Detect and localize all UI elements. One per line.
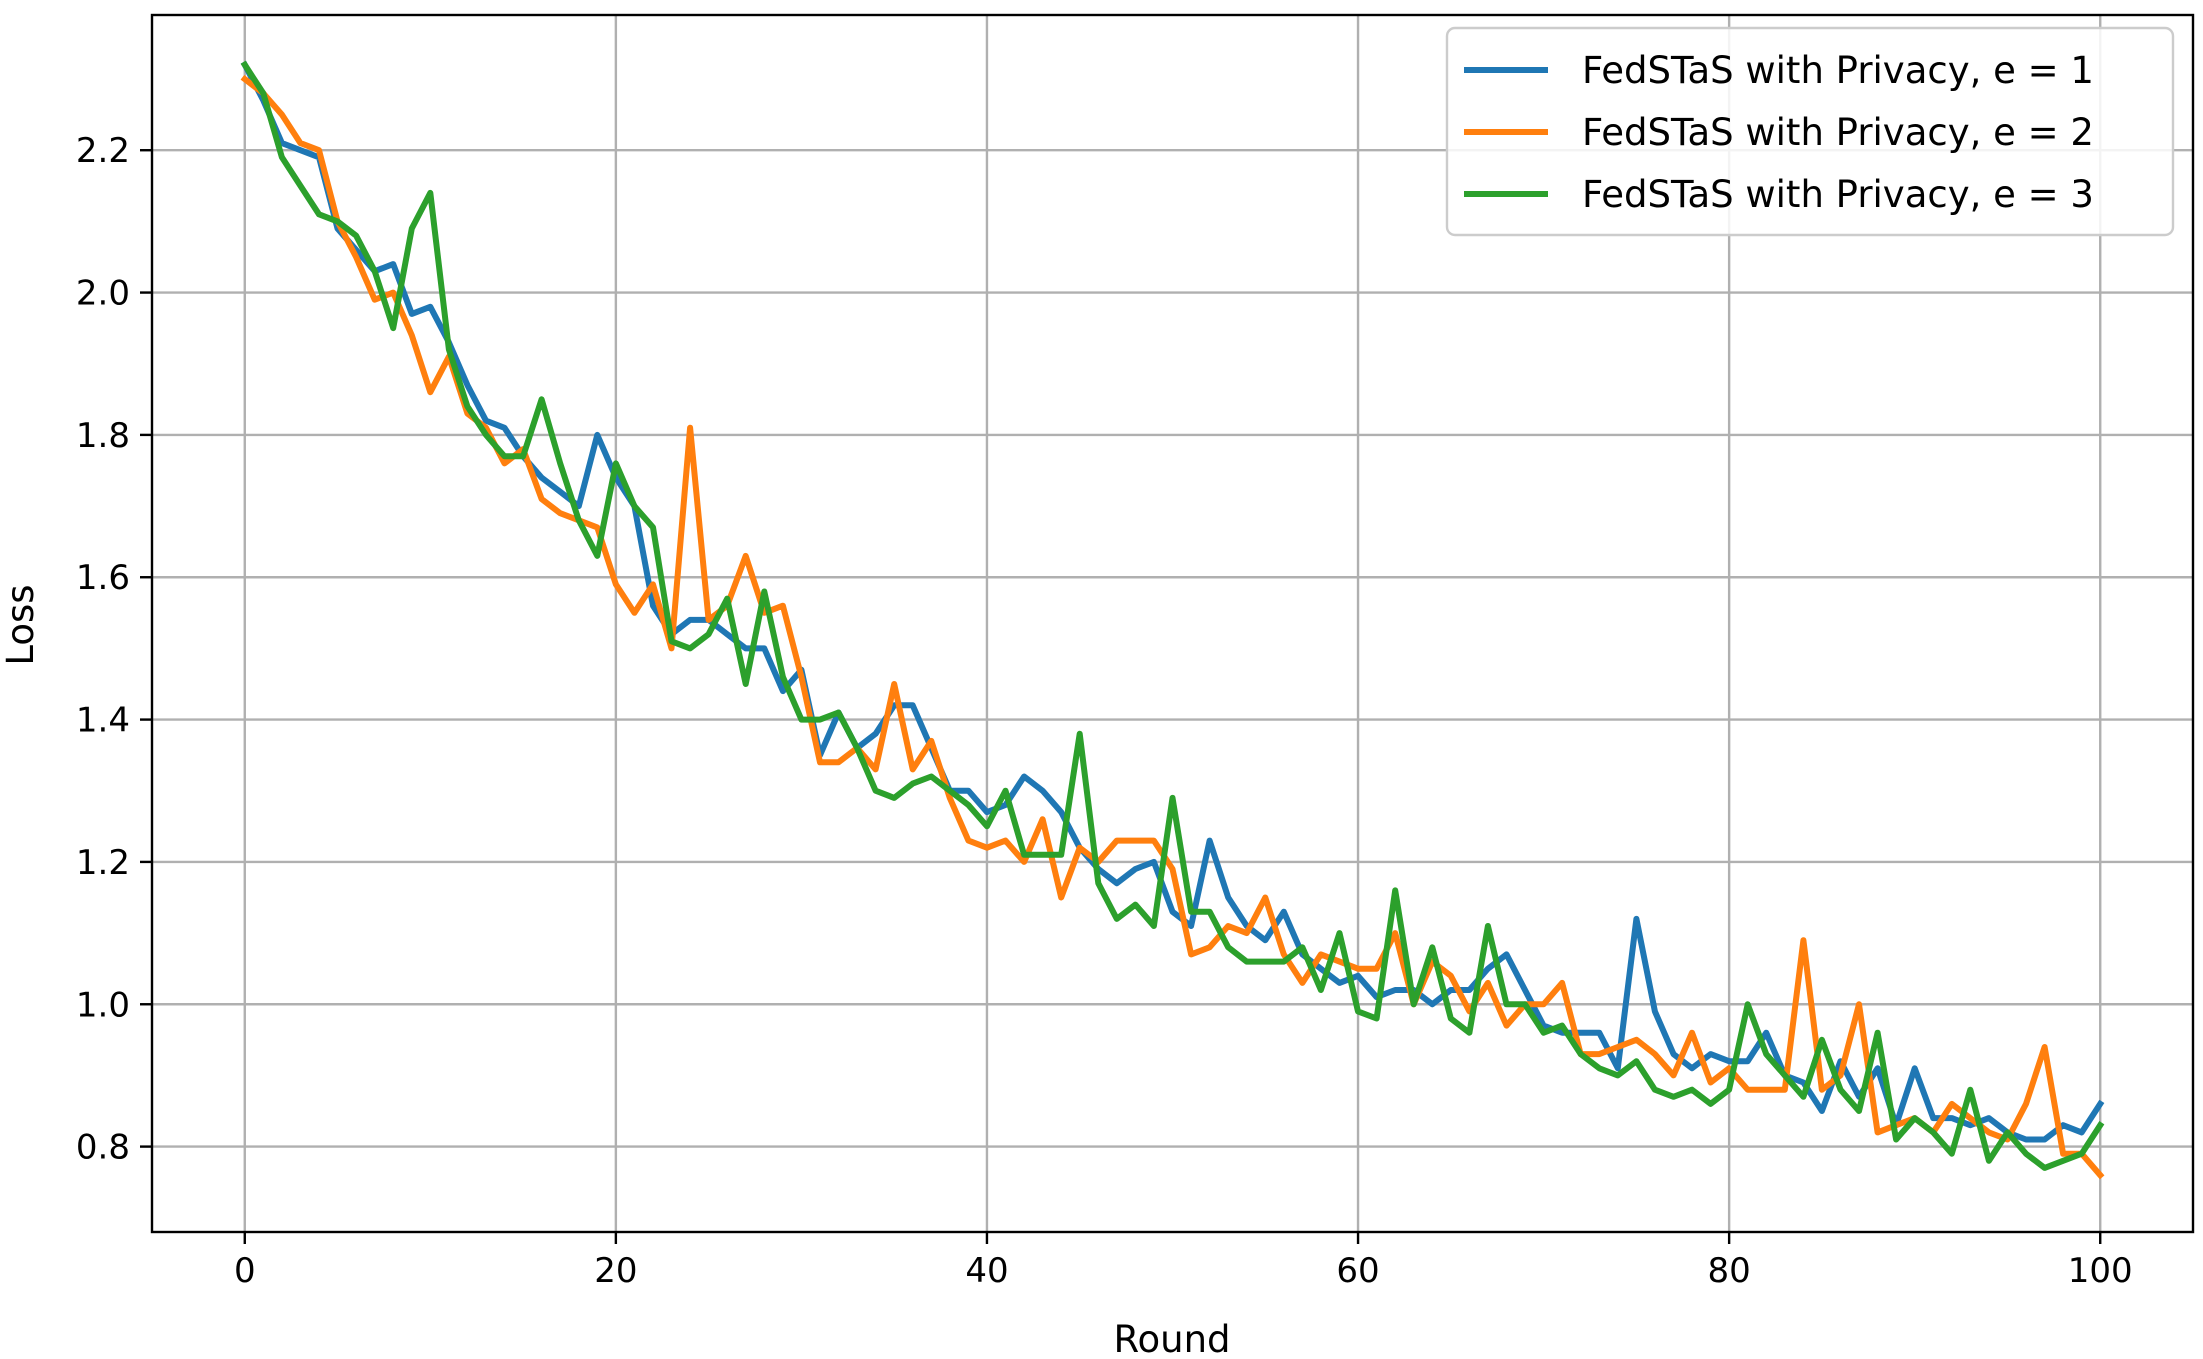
y-tick-label: 1.0 [76,985,130,1025]
x-tick-label: 20 [594,1251,637,1291]
y-axis-ticks: 0.8 1.0 1.2 1.4 1.6 1.8 2.0 2.2 [76,131,152,1168]
y-tick-label: 2.2 [76,131,130,171]
y-tick-label: 2.0 [76,274,130,314]
legend-label-e1: FedSTaS with Privacy, e = 1 [1582,49,2094,92]
y-tick-label: 1.6 [76,558,130,598]
legend-frame [1445,26,2175,237]
y-tick-label: 0.8 [76,1128,130,1168]
series-line-e2 [240,74,2105,1180]
x-axis-ticks: 0 20 40 60 80 100 [234,1232,2133,1291]
plot-frame [150,13,2195,1234]
grid [152,15,2193,1232]
x-tick-label: 60 [1336,1251,1379,1291]
series-lines [240,60,2105,1180]
x-axis-title: Round [1113,1318,1230,1359]
y-tick-label: 1.4 [76,701,130,741]
x-tick-label: 0 [234,1251,256,1291]
legend-label-e3: FedSTaS with Privacy, e = 3 [1582,173,2094,216]
y-axis-title: Loss [0,584,42,665]
series-line-e1 [240,60,2105,1143]
y-tick-label: 1.8 [76,416,130,456]
legend-label-e2: FedSTaS with Privacy, e = 2 [1582,111,2094,154]
y-tick-label: 1.2 [76,843,130,883]
x-tick-label: 100 [2068,1251,2133,1291]
series-line-e3 [240,60,2105,1171]
x-tick-label: 40 [965,1251,1008,1291]
x-tick-label: 80 [1708,1251,1751,1291]
legend: FedSTaS with Privacy, e = 1 FedSTaS with… [1445,26,2175,237]
